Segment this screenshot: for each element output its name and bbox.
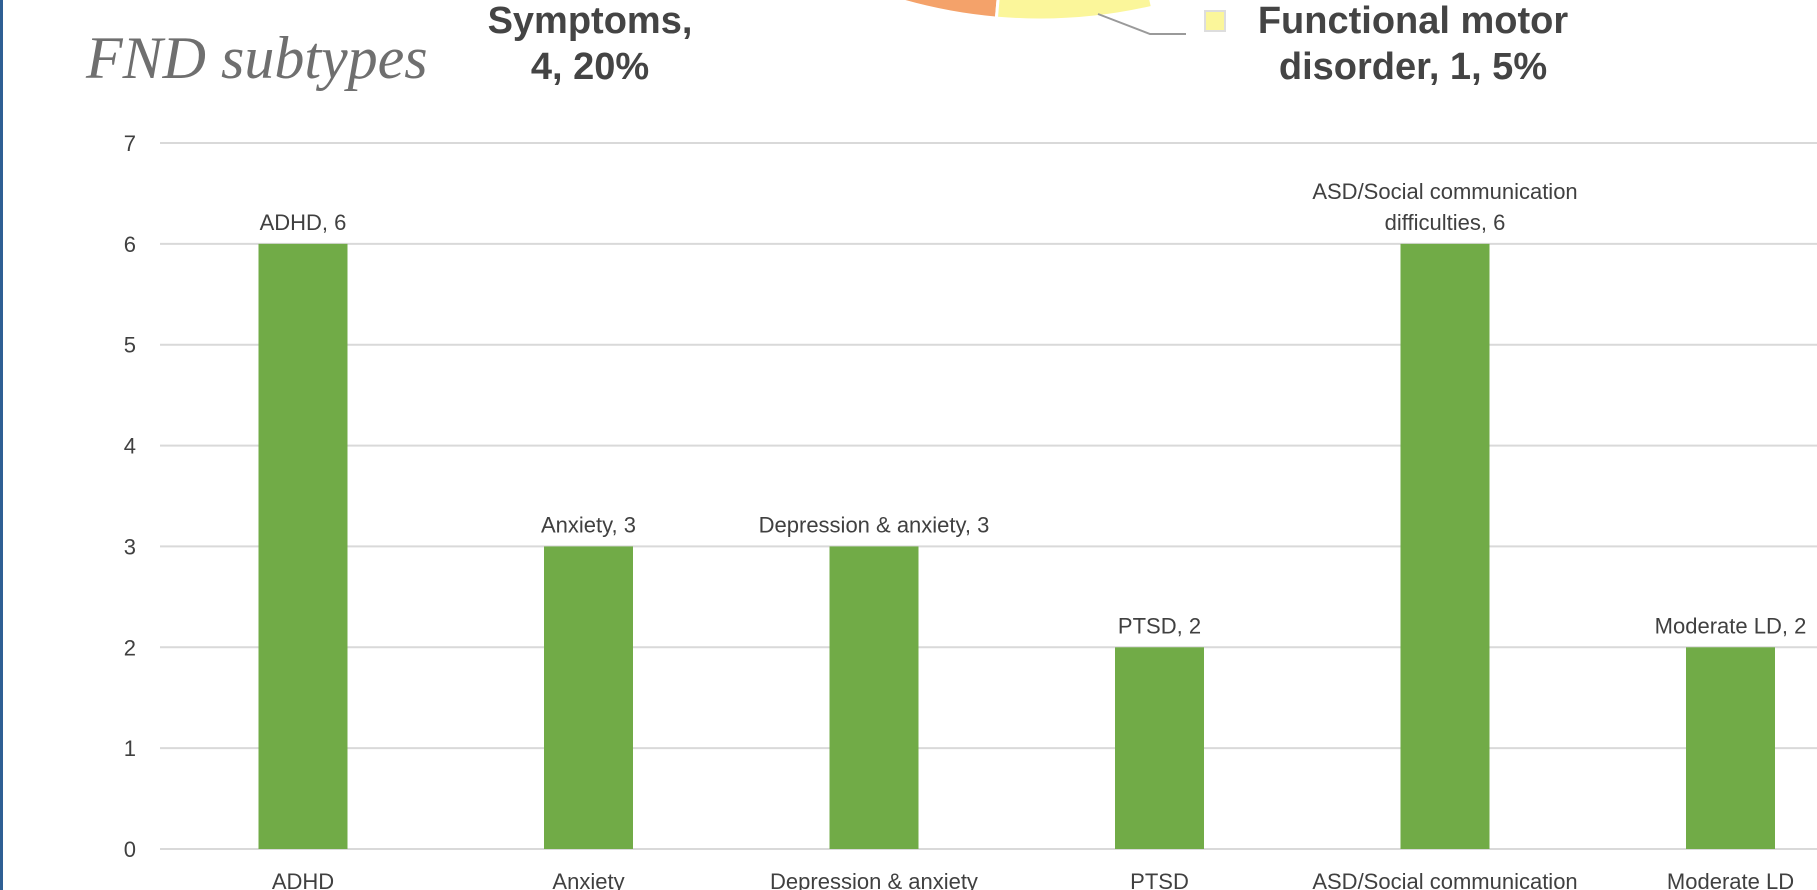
pie-label-symptoms: Symptoms, 4, 20% [470,0,710,90]
y-tick-label-6: 6 [124,232,136,257]
pie-label-fmd-line-2: disorder, 1, 5% [1278,46,1548,88]
x-tick-label-5: ASD/Social communication [1312,869,1577,890]
y-tick-label-1: 1 [124,736,136,761]
y-tick-label-7: 7 [124,131,136,156]
bar-6 [1686,647,1775,849]
data-label-5: ASD/Social communication difficulties, 6 [1312,179,1577,235]
data-label-2: Anxiety, 3 [541,512,636,537]
data-label-6: Moderate LD, 2 [1655,613,1807,638]
data-label-2-line-1: Anxiety, 3 [541,512,636,537]
data-label-6-line-1: Moderate LD, 2 [1655,613,1807,638]
slide-title: FND subtypes [86,25,428,91]
pie-slice-symptoms [894,0,1000,20]
data-label-1-line-1: ADHD, 6 [260,210,347,235]
y-tick-label-4: 4 [124,434,136,459]
pie-slice-functional-motor-disorder [994,0,1155,22]
data-label-4: PTSD, 2 [1118,613,1201,638]
data-label-5-line-1: ASD/Social communication [1312,179,1577,204]
y-tick-label-0: 0 [124,837,136,862]
bar-1 [258,243,348,849]
x-tick-label-4: PTSD [1130,869,1189,890]
bar-4 [1115,647,1204,849]
y-tick-label-5: 5 [124,333,136,358]
bar-3 [829,546,919,849]
data-label-4-line-1: PTSD, 2 [1118,613,1201,638]
data-label-1: ADHD, 6 [260,210,347,235]
legend-swatch-functional-motor-disorder [1204,10,1226,32]
x-tick-label-2: Anxiety [552,869,624,890]
pie-label-symptoms-line-1: Symptoms, [487,0,693,42]
slide-left-edge [0,0,3,890]
pie-label-symptoms-line-2: 4, 20% [530,46,650,88]
data-label-5-line-2: difficulties, 6 [1385,210,1506,235]
y-tick-label-2: 2 [124,635,136,660]
pie-leader-line [1097,13,1186,35]
bar-2 [544,546,633,849]
data-label-3: Depression & anxiety, 3 [759,512,990,537]
pie-label-functional-motor-disorder: Functional motor disorder, 1, 5% [1218,0,1608,90]
x-tick-label-3: Depression & anxiety [770,869,978,890]
data-label-3-line-1: Depression & anxiety, 3 [759,512,990,537]
bar-5 [1400,243,1490,849]
pie-label-fmd-line-1: Functional motor [1257,0,1569,42]
y-tick-label-3: 3 [124,534,136,559]
x-tick-label-1: ADHD [272,869,334,890]
x-tick-label-6: Moderate LD [1667,869,1794,890]
